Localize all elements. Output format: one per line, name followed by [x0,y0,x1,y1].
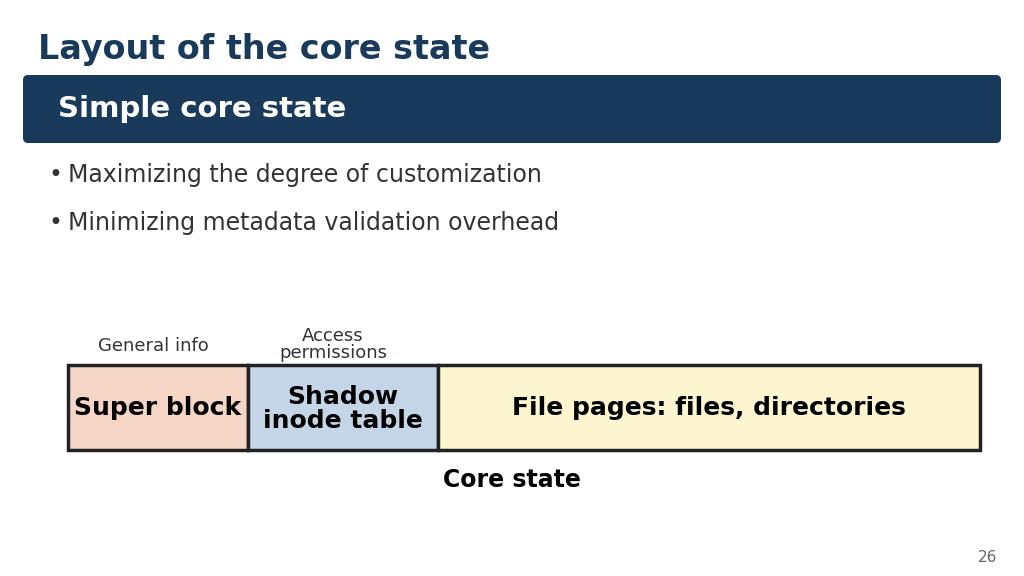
Text: Shadow: Shadow [288,385,398,408]
Bar [248,365,438,450]
Text: inode table: inode table [263,408,423,433]
Text: Minimizing metadata validation overhead: Minimizing metadata validation overhead [68,211,559,235]
Text: •: • [48,211,61,235]
Text: Core state: Core state [443,468,581,492]
Text: Super block: Super block [75,396,242,419]
Text: File pages: files, directories: File pages: files, directories [512,396,906,419]
Bar [68,365,248,450]
Text: permissions: permissions [279,344,387,362]
Text: Access: Access [302,327,364,345]
Text: Maximizing the degree of customization: Maximizing the degree of customization [68,163,542,187]
Text: Layout of the core state: Layout of the core state [38,33,490,66]
Text: General info: General info [97,337,208,355]
FancyBboxPatch shape [23,75,1001,143]
Text: 26: 26 [978,551,997,566]
Text: Simple core state: Simple core state [58,95,346,123]
Text: •: • [48,163,61,187]
Bar [438,365,980,450]
